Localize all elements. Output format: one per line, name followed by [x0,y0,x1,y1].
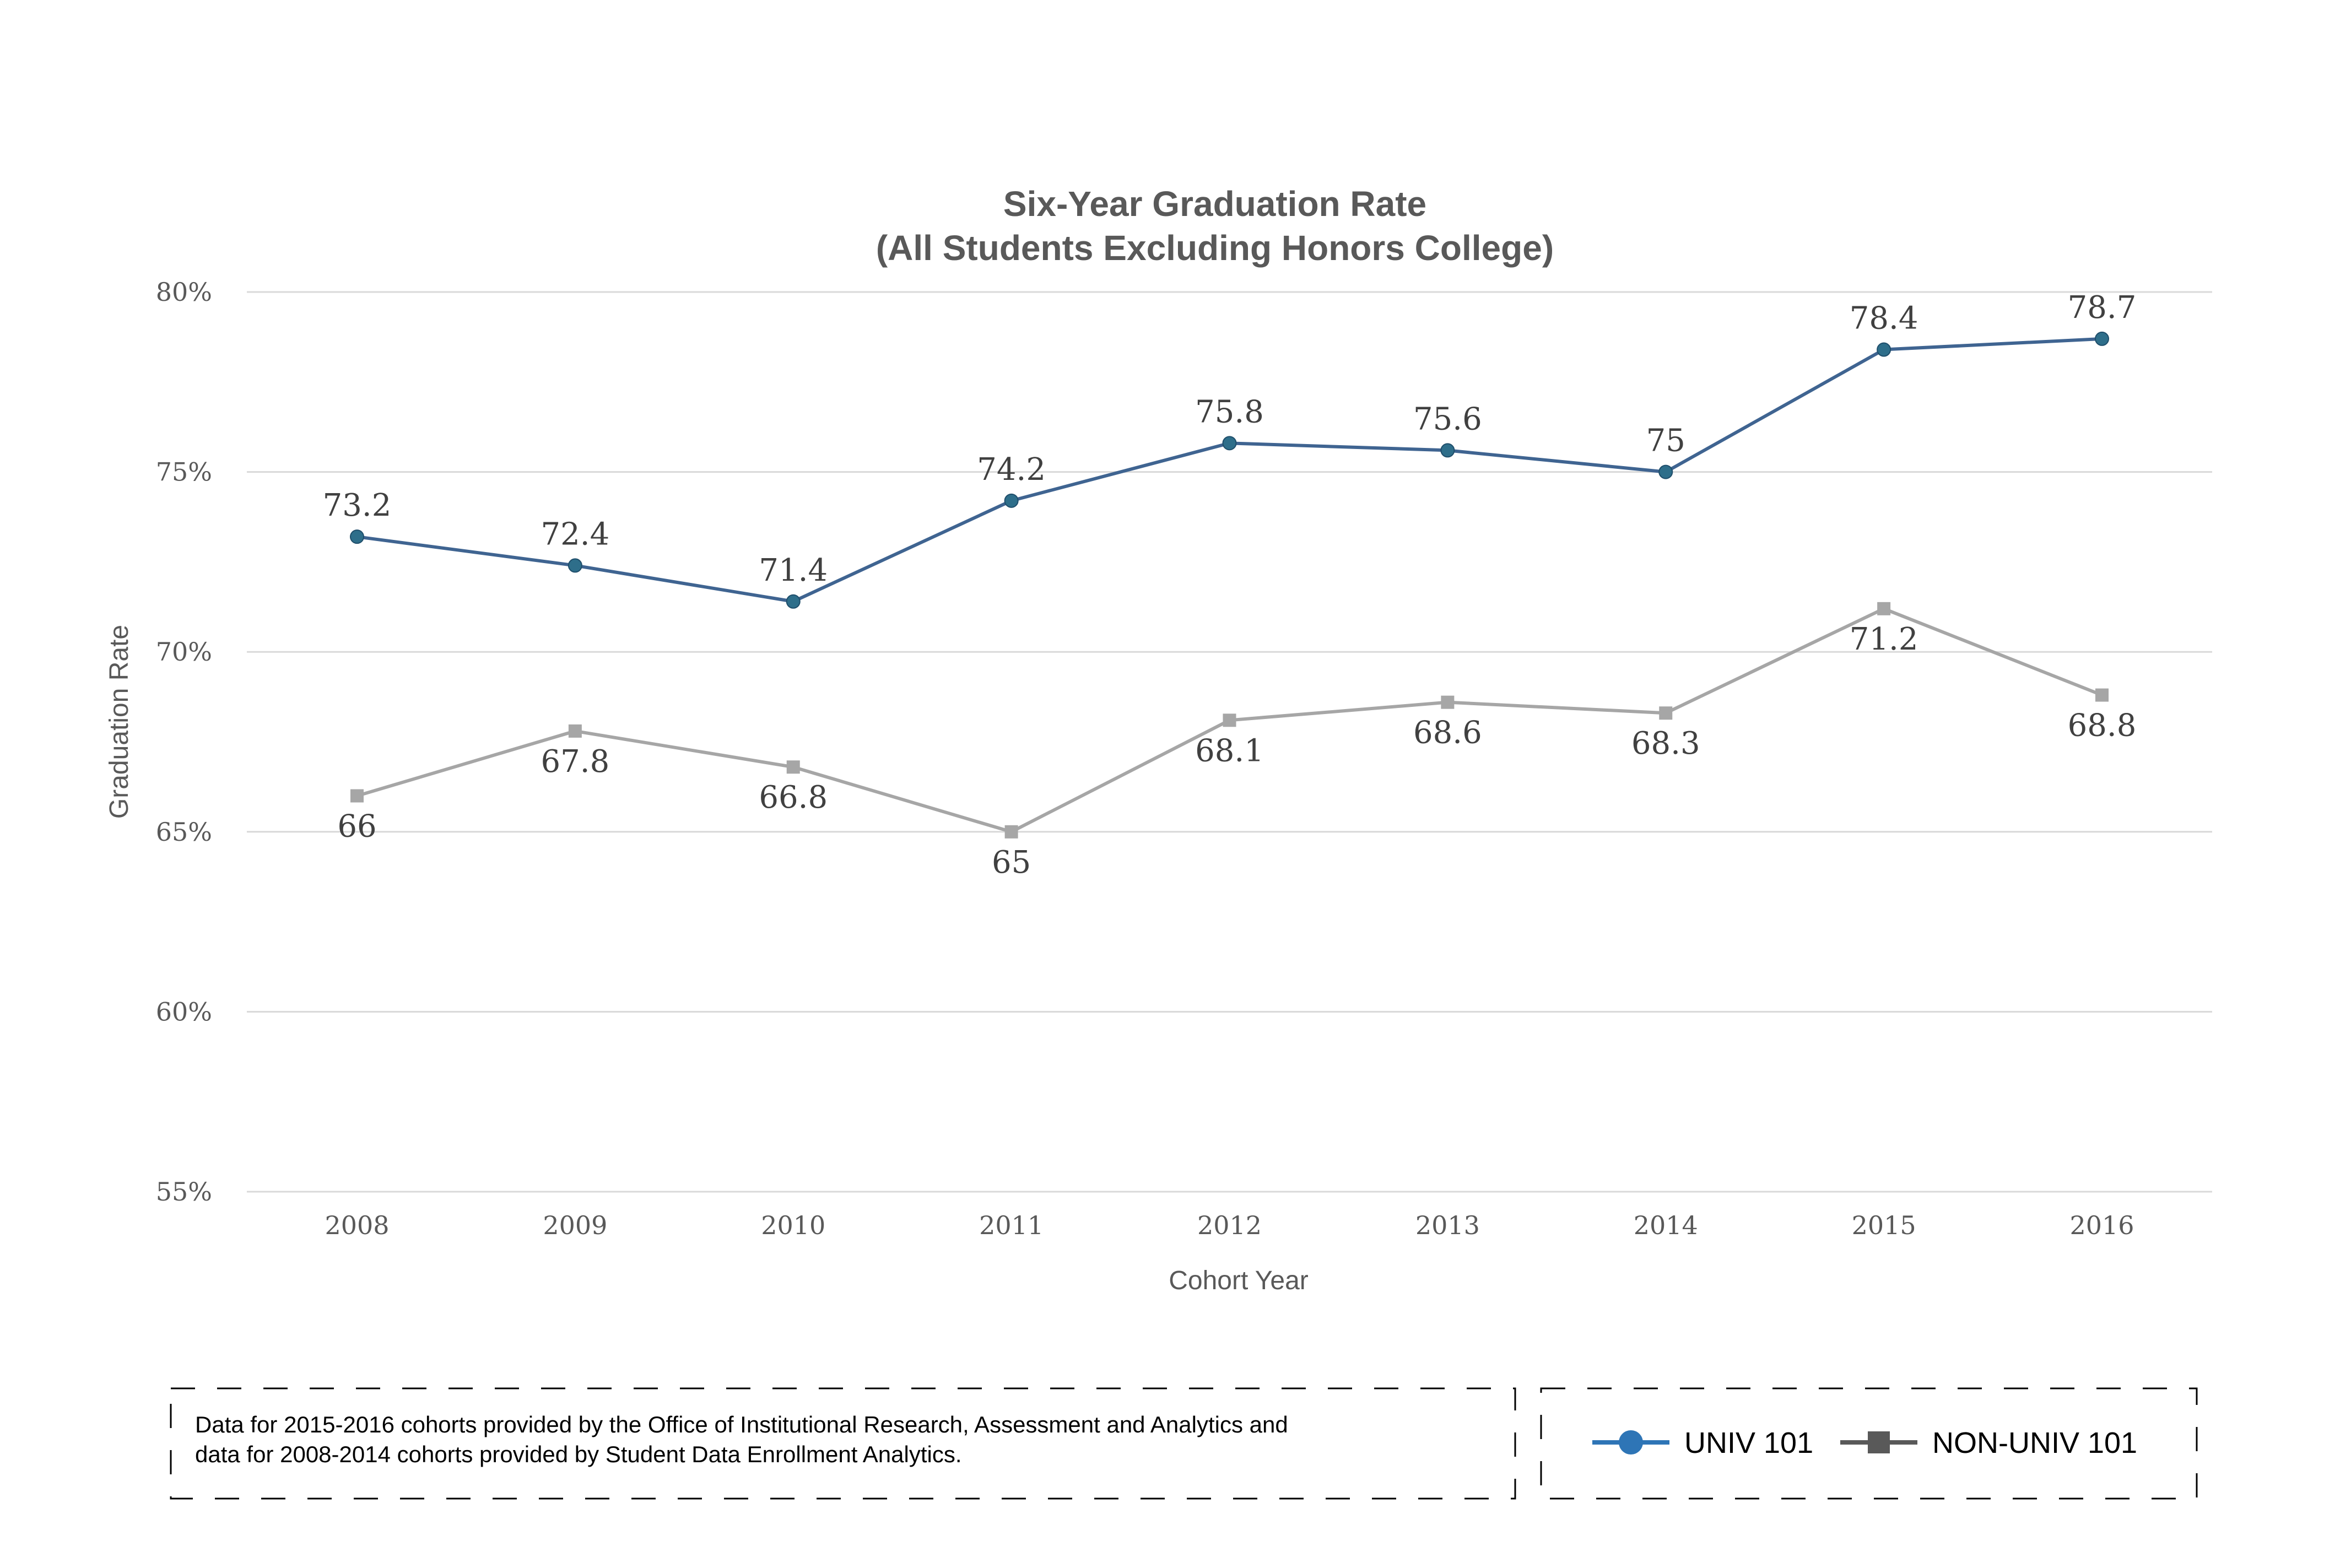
note-line-2: data for 2008-2014 cohorts provided by S… [195,1441,962,1467]
x-tick-label-2012: 2012 [1197,1210,1262,1240]
data-labels: 73.2 72.4 71.4 74.2 75.8 75.6 75 78.4 78.7 66 67.8… [323,290,2137,880]
chart-subtitle: (All Students Excluding Honors College) [876,228,1554,268]
data-label-univ-101-2009: 72.4 [541,516,610,552]
legend-box [1540,1387,2198,1500]
point-non-univ-101-2012 [1223,713,1236,727]
data-label-non-univ-101-2009: 67.8 [541,744,610,780]
point-univ-101-2015 [1877,342,1891,357]
y-tick-label-70: 70% [156,637,212,667]
x-tick-label-2009: 2009 [543,1210,607,1240]
point-non-univ-101-2014 [1659,706,1673,720]
x-axis-label: Cohort Year [1169,1266,1309,1295]
y-tick-label-65: 65% [156,817,212,847]
point-non-univ-101-2016 [2095,688,2109,702]
point-univ-101-2008 [350,529,364,544]
y-axis-ticks: 55% 60% 65% 70% 75% 80% [156,277,212,1207]
point-non-univ-101-2010 [786,760,800,774]
data-label-non-univ-101-2016: 68.8 [2068,708,2137,744]
data-label-non-univ-101-2013: 68.6 [1413,715,1482,751]
chart-title: Six-Year Graduation Rate [1003,184,1426,224]
y-axis-label: Graduation Rate [105,625,134,819]
point-univ-101-2016 [2095,331,2109,346]
x-tick-label-2008: 2008 [325,1210,389,1240]
note-box [170,1387,1516,1500]
legend-univ101-marker [1619,1430,1643,1455]
point-non-univ-101-2008 [350,789,364,803]
data-label-univ-101-2014: 75 [1646,423,1685,459]
x-tick-label-2014: 2014 [1634,1210,1698,1240]
legend-univ101-label: UNIV 101 [1684,1426,1813,1459]
point-univ-101-2010 [786,594,801,609]
point-univ-101-2011 [1004,493,1019,508]
data-label-non-univ-101-2010: 66.8 [759,780,828,815]
x-tick-label-2016: 2016 [2069,1210,2134,1240]
legend-non-univ101-label: NON-UNIV 101 [1932,1426,2137,1459]
data-label-non-univ-101-2014: 68.3 [1631,726,1700,761]
gridlines [247,291,2212,1193]
data-label-non-univ-101-2011: 65 [992,845,1031,880]
legend: UNIV 101 NON-UNIV 101 [1540,1387,2198,1500]
y-tick-label-80: 80% [156,277,212,307]
x-tick-label-2015: 2015 [1852,1210,1916,1240]
point-non-univ-101-2009 [568,724,582,738]
data-label-univ-101-2016: 78.7 [2068,290,2137,326]
data-label-univ-101-2015: 78.4 [1850,301,1918,337]
series-lines [350,331,2109,839]
y-tick-label-55: 55% [156,1177,212,1207]
data-label-non-univ-101-2008: 66 [337,808,376,844]
y-tick-label-60: 60% [156,997,212,1026]
data-label-non-univ-101-2015: 71.2 [1850,621,1918,657]
point-univ-101-2013 [1440,443,1455,458]
data-label-univ-101-2013: 75.6 [1413,401,1482,437]
point-non-univ-101-2013 [1441,695,1455,709]
data-label-non-univ-101-2012: 68.1 [1195,733,1264,769]
x-tick-label-2011: 2011 [979,1210,1044,1240]
x-tick-label-2013: 2013 [1415,1210,1480,1240]
x-axis-ticks: 2008 2009 2010 2011 2012 2013 2014 2015 2016 [325,1210,2134,1240]
data-label-univ-101-2008: 73.2 [323,488,392,523]
y-tick-label-75: 75% [156,457,212,487]
point-univ-101-2009 [568,558,582,573]
legend-non-univ101-marker [1868,1431,1890,1453]
series-line-univ-101 [356,337,2103,603]
data-label-univ-101-2012: 75.8 [1195,394,1264,430]
x-tick-label-2010: 2010 [761,1210,825,1240]
point-non-univ-101-2011 [1004,825,1018,839]
note-line-1: Data for 2015-2016 cohorts provided by t… [195,1412,1288,1437]
point-univ-101-2014 [1658,464,1673,479]
point-univ-101-2012 [1222,436,1237,451]
data-label-univ-101-2011: 74.2 [977,452,1046,488]
point-non-univ-101-2015 [1877,602,1891,615]
data-label-univ-101-2010: 71.4 [759,553,828,588]
